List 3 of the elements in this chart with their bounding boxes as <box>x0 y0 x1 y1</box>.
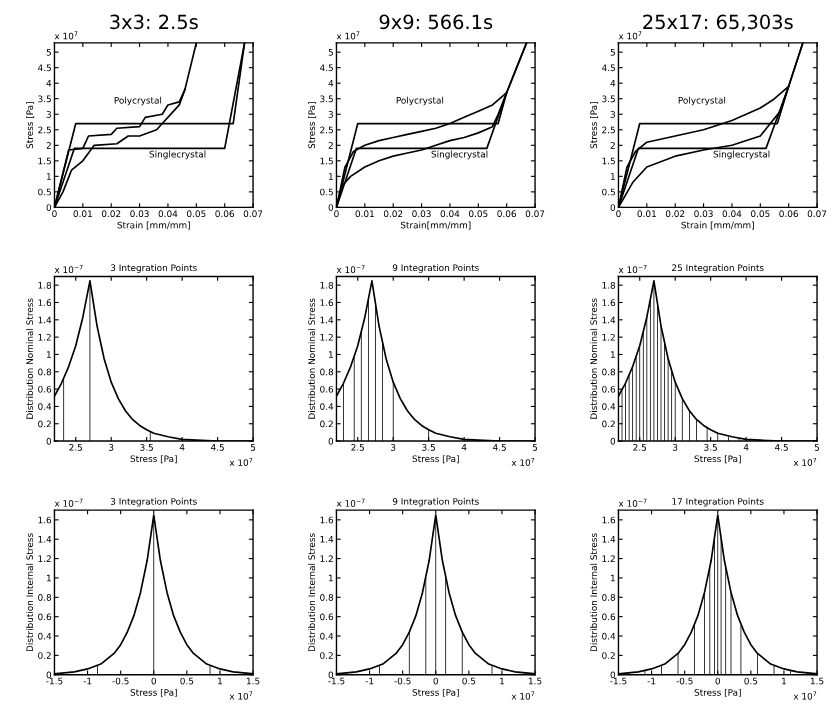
chart-title: 3x3: 2.5s <box>110 14 198 30</box>
chart-title: 25x17: 65,303s <box>643 14 793 32</box>
chart-title: 9x9: 566.1s <box>379 14 493 30</box>
